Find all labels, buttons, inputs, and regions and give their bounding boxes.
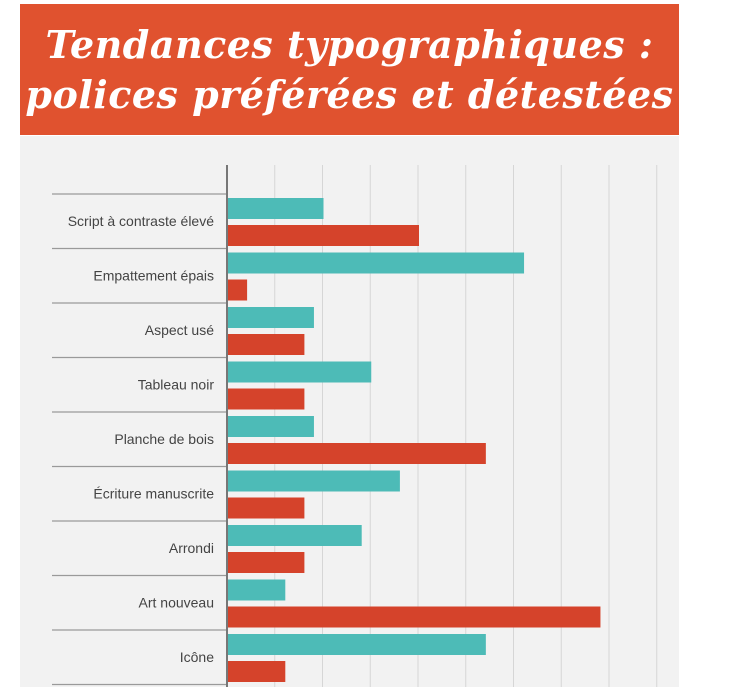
category-label: Empattement épais <box>93 268 214 284</box>
title-banner: Tendances typographiques : polices préfé… <box>20 4 679 135</box>
bar <box>228 606 601 628</box>
category-label: Tableau noir <box>138 377 215 393</box>
bar <box>228 470 400 492</box>
bar <box>228 443 486 464</box>
category-label: Script à contraste élevé <box>68 213 215 229</box>
bar <box>228 252 525 274</box>
category-label: Arrondi <box>169 540 214 556</box>
category-label: Aspect usé <box>145 322 214 338</box>
bar <box>228 416 314 437</box>
bar <box>228 361 372 383</box>
bar <box>228 388 305 410</box>
category-label: Écriture manuscrite <box>93 486 214 502</box>
bar <box>228 661 286 682</box>
bar <box>228 552 305 573</box>
bar <box>228 225 419 246</box>
category-label: Art nouveau <box>139 595 215 611</box>
bar <box>228 279 248 301</box>
bar <box>228 334 305 355</box>
title-line-2: polices préférées et détestées <box>25 71 674 117</box>
category-label: Planche de bois <box>114 431 214 447</box>
title-line-1: Tendances typographiques : <box>45 21 654 67</box>
bar <box>228 579 286 601</box>
bar <box>228 307 314 328</box>
bar <box>228 198 324 219</box>
bar <box>228 634 486 655</box>
category-label: Icône <box>180 649 214 665</box>
bar <box>228 497 305 519</box>
bar <box>228 525 362 546</box>
